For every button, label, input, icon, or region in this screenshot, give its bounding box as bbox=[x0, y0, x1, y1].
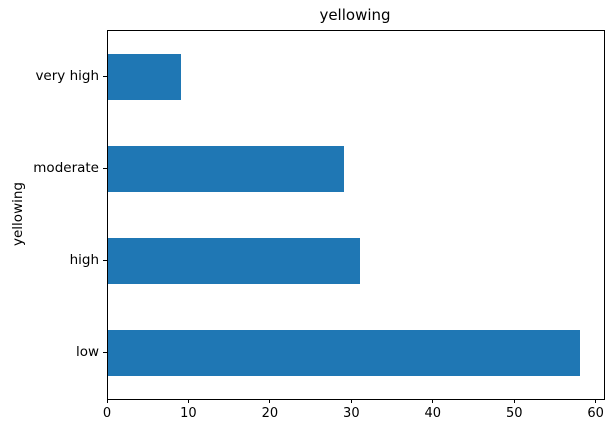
y-tick-label: moderate bbox=[33, 160, 99, 176]
x-tick-mark bbox=[106, 399, 108, 403]
x-tick-mark bbox=[269, 399, 271, 403]
x-tick-label: 10 bbox=[180, 406, 197, 421]
x-tick-mark bbox=[432, 399, 434, 403]
x-tick-mark bbox=[513, 399, 515, 403]
x-tick-label: 50 bbox=[505, 406, 523, 421]
bar bbox=[108, 146, 345, 192]
y-tick-label: high bbox=[69, 252, 99, 268]
x-tick-label: 60 bbox=[587, 406, 604, 421]
bar bbox=[108, 54, 182, 100]
y-tick-mark bbox=[103, 167, 107, 169]
y-tick-mark bbox=[103, 259, 107, 261]
x-tick-mark bbox=[595, 399, 597, 403]
y-tick-mark bbox=[103, 351, 107, 353]
y-tick-label: very high bbox=[35, 68, 99, 84]
x-tick-label: 0 bbox=[102, 406, 112, 421]
x-tick-label: 20 bbox=[261, 406, 279, 421]
x-tick-label: 40 bbox=[424, 406, 442, 421]
bar bbox=[108, 238, 361, 284]
y-axis-label: yellowing bbox=[10, 182, 26, 246]
x-tick-label: 30 bbox=[343, 406, 360, 421]
x-tick-mark bbox=[350, 399, 352, 403]
chart-title: yellowing bbox=[319, 6, 391, 24]
x-tick-mark bbox=[187, 399, 189, 403]
plot-area bbox=[107, 30, 605, 400]
y-tick-mark bbox=[103, 75, 107, 77]
y-tick-label: low bbox=[75, 344, 99, 360]
bar bbox=[108, 330, 581, 376]
